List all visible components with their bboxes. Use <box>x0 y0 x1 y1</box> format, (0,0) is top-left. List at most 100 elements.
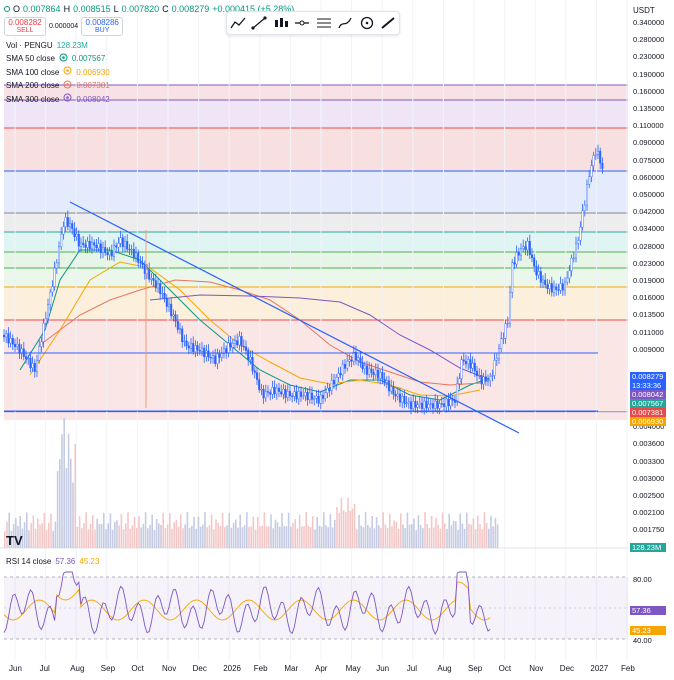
price-tag: 0.008279 <box>630 372 666 381</box>
volume-bar <box>419 524 422 548</box>
candle-body <box>97 243 100 249</box>
volume-bar <box>283 526 285 548</box>
visibility-icon[interactable] <box>63 66 72 80</box>
volume-bar <box>246 512 248 548</box>
volume-bar <box>488 528 490 548</box>
candle-body <box>163 293 166 299</box>
volume-bar <box>340 498 343 548</box>
volume-label: Vol · PENGU <box>6 41 53 50</box>
trend-line-icon[interactable] <box>229 14 247 32</box>
trade-panel: 0.008282 SELL 0.000004 0.008286 BUY <box>4 17 124 36</box>
candle-body <box>476 370 479 377</box>
volume-bar <box>345 512 347 548</box>
brush-icon[interactable] <box>336 14 354 32</box>
tradingview-logo[interactable]: TV <box>6 533 23 548</box>
visibility-icon[interactable] <box>63 80 72 94</box>
volume-bar <box>219 525 222 548</box>
candle-body <box>335 377 338 385</box>
volume-bar <box>107 523 109 548</box>
volume-bar <box>105 529 107 548</box>
candle-body <box>44 318 47 324</box>
volume-bar <box>213 529 215 548</box>
volume-bar <box>237 527 239 548</box>
candle-body <box>544 279 547 286</box>
candle-body <box>167 303 170 307</box>
volume-bar <box>155 518 158 548</box>
volume-bar <box>259 526 261 548</box>
candle-body <box>106 252 109 255</box>
pen-icon[interactable] <box>379 14 397 32</box>
volume-bar <box>221 512 224 548</box>
volume-bar <box>103 512 105 548</box>
volume-bar <box>94 529 96 548</box>
sma-legend-row[interactable]: SMA 300 close 0.008042 <box>6 93 110 107</box>
volume-bar <box>351 508 354 548</box>
candle-body <box>203 347 206 357</box>
candle-body <box>233 340 236 344</box>
volume-bar <box>417 515 420 548</box>
candle-body <box>220 353 223 358</box>
volume-legend[interactable]: Vol · PENGU 128.23M <box>6 40 110 53</box>
candle-body <box>271 386 274 395</box>
candle-body <box>262 389 265 399</box>
candle-body <box>392 386 395 395</box>
volume-bar <box>424 512 426 548</box>
currency-label[interactable]: USDT <box>633 6 655 15</box>
candle-body <box>25 356 28 360</box>
candles-icon[interactable] <box>272 14 290 32</box>
candle-body <box>568 270 571 279</box>
sma-legend-row[interactable]: SMA 200 close 0.007381 <box>6 80 110 94</box>
volume-bar <box>162 512 164 548</box>
candle-body <box>581 210 584 228</box>
candle-body <box>16 343 19 347</box>
candle-body <box>216 353 219 364</box>
volume-bar <box>210 514 213 548</box>
volume-bar <box>474 529 477 548</box>
candle-body <box>5 333 8 338</box>
price-tick: 0.034000 <box>633 224 665 234</box>
candle-body <box>306 392 309 401</box>
horizontal-line-icon[interactable] <box>293 14 311 32</box>
circle-icon[interactable] <box>358 14 376 32</box>
volume-bar <box>371 516 373 548</box>
ray-icon[interactable] <box>250 14 268 32</box>
candle-body <box>599 150 602 164</box>
candle-body <box>401 395 404 403</box>
volume-bar <box>133 517 136 548</box>
high-value: 0.008515 <box>73 4 111 14</box>
price-tick: 0.019000 <box>633 276 665 285</box>
volume-bar <box>375 517 378 548</box>
volume-bar <box>477 515 479 548</box>
sma-legend-row[interactable]: SMA 50 close 0.007567 <box>6 53 110 67</box>
candle-body <box>344 364 347 369</box>
candle-body <box>82 242 85 245</box>
candle-body <box>49 291 52 305</box>
candle-body <box>231 343 234 348</box>
volume-bar <box>444 523 446 548</box>
sma-legend-row[interactable]: SMA 100 close 0.006930 <box>6 66 110 80</box>
sell-button[interactable]: 0.008282 SELL <box>4 17 46 36</box>
text-lines-icon[interactable] <box>315 14 333 32</box>
volume-bar <box>331 527 334 548</box>
buy-button[interactable]: 0.008286 BUY <box>81 17 124 36</box>
candle-body <box>480 375 483 385</box>
candle-body <box>458 378 461 384</box>
candle-body <box>370 368 373 373</box>
candle-body <box>385 380 388 383</box>
candle-body <box>449 399 452 407</box>
visibility-icon[interactable] <box>63 93 72 107</box>
buy-price: 0.008286 <box>85 18 119 27</box>
candle-body <box>533 257 536 267</box>
visibility-icon[interactable] <box>59 53 68 67</box>
volume-bar <box>140 527 142 548</box>
volume-bar <box>309 526 312 548</box>
rsi-legend[interactable]: RSI 14 close 57.36 45.23 <box>6 557 99 566</box>
volume-bar <box>204 512 206 548</box>
volume-bar <box>199 526 202 548</box>
candle-body <box>126 241 129 250</box>
candle-body <box>47 304 50 319</box>
candle-body <box>504 323 507 339</box>
price-tick: 0.002500 <box>633 491 665 500</box>
volume-bar <box>100 524 103 548</box>
